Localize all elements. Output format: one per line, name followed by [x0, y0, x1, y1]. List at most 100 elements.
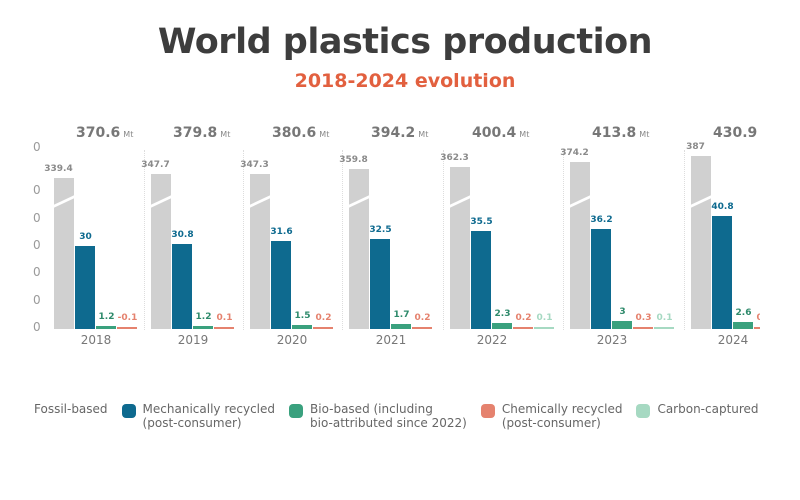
bar-bio-based	[492, 322, 512, 329]
bar-bio-based	[391, 324, 411, 329]
group-separator	[684, 150, 685, 330]
data-label: 339.4	[44, 164, 73, 174]
bar-bio-based	[193, 325, 213, 329]
legend-swatch	[289, 404, 303, 418]
legend-swatch	[636, 404, 651, 418]
total-label: 394.2 Mt	[371, 125, 429, 141]
data-label: 347.3	[240, 160, 269, 171]
bar-chemically	[313, 327, 333, 329]
x-tick-label: 2018	[80, 333, 112, 347]
data-label: 0.2	[515, 313, 532, 323]
data-label: 374.2	[560, 147, 589, 158]
data-label: -0.1	[117, 313, 138, 323]
data-label: 387	[686, 142, 705, 153]
bar-mechanically	[370, 238, 390, 329]
data-label: 1.7	[393, 310, 410, 321]
x-tick-label: 2020	[276, 333, 308, 347]
data-label: 30	[79, 231, 92, 242]
group-separator	[243, 150, 244, 330]
x-tick-label: 2019	[177, 333, 209, 347]
legend-label: Carbon-captured	[657, 402, 759, 416]
total-label: 379.8 Mt	[173, 125, 231, 141]
total-label: 370.6 Mt	[76, 125, 134, 141]
legend-item: Bio-based (including bio-attributed sinc…	[289, 402, 467, 430]
chart-subtitle: 2018-2024 evolution	[294, 70, 516, 92]
group-separator	[342, 150, 343, 330]
data-label: 0.1	[656, 313, 673, 323]
bar-chemically	[412, 327, 432, 329]
legend-label: Fossil-based	[34, 402, 108, 416]
data-label: 0.2	[414, 313, 431, 323]
legend-item: Chemically recycled (post-consumer)	[480, 402, 623, 430]
data-label: 2.6	[735, 307, 752, 318]
bar-fossil-based	[151, 174, 171, 329]
bar-chemically	[513, 327, 533, 329]
bar-mechanically	[172, 243, 192, 329]
legend-swatch	[121, 404, 136, 418]
bar-chemically	[214, 327, 234, 329]
data-label: 1.2	[98, 311, 115, 322]
bar-bio-based	[733, 321, 753, 329]
x-tick-label: 2024	[717, 333, 749, 347]
bar-carbon-captured	[534, 327, 554, 329]
bar-mechanically	[471, 230, 491, 329]
data-label: 0.1	[216, 313, 233, 323]
legend-item: Carbon-captured	[636, 402, 759, 430]
total-label: 380.6 Mt	[272, 125, 330, 141]
total-label: 400.4 Mt	[472, 125, 530, 141]
bar-mechanically	[271, 241, 291, 329]
total-label: 413.8 Mt	[592, 125, 650, 141]
data-label: 2.3	[494, 308, 511, 319]
bar-mechanically	[591, 228, 611, 329]
y-tick-label: 0	[33, 265, 41, 279]
y-tick-label: 0	[33, 320, 41, 334]
bar-chemically	[117, 327, 137, 329]
data-label: 1.2	[195, 311, 212, 322]
data-label: 0.3	[756, 313, 760, 323]
data-label: 0.1	[536, 313, 553, 323]
bar-mechanically	[712, 215, 732, 329]
bar-fossil-based	[570, 161, 590, 329]
bar-bio-based	[292, 324, 312, 329]
bar-carbon-captured	[654, 327, 674, 329]
bar-fossil-based	[349, 168, 369, 329]
bar-chemically	[754, 327, 760, 329]
data-label: 31.6	[270, 227, 293, 238]
group-separator	[443, 150, 444, 330]
legend-item: Mechanically recycled (post-consumer)	[121, 402, 275, 430]
bar-mechanically	[75, 245, 95, 329]
group-separator	[563, 150, 564, 330]
chart-title: World plastics production	[157, 22, 653, 62]
total-label: 430.9Mt	[713, 125, 758, 141]
x-tick-label: 2021	[375, 333, 407, 347]
legend-swatch	[480, 404, 495, 418]
data-label: 40.8	[711, 201, 734, 212]
data-label: 347.7	[141, 160, 170, 171]
data-label: 359.8	[339, 154, 368, 165]
bar-chemically	[633, 327, 653, 329]
y-tick-label: 0	[33, 140, 41, 154]
bar-bio-based	[96, 325, 116, 329]
data-label: 0.3	[635, 313, 652, 323]
x-tick-label: 2022	[476, 333, 508, 347]
bar-fossil-based	[450, 167, 470, 329]
data-label: 0.2	[315, 313, 332, 323]
bar-fossil-based	[54, 178, 74, 329]
bar-fossil-based	[691, 156, 711, 329]
data-label: 36.2	[590, 214, 613, 225]
x-tick-label: 2023	[596, 333, 628, 347]
plot-area: 0 0 0 0 0 0 0 370.6 Mt 339.4 30 1.2 -0.1 2018 379.8 Mt 3…	[33, 125, 760, 347]
legend-label: Bio-based (including bio-attributed sinc…	[310, 402, 467, 430]
data-label: 30.8	[171, 229, 194, 240]
data-label: 32.5	[369, 224, 392, 235]
y-tick-label: 0	[33, 183, 41, 197]
data-label: 3	[619, 306, 626, 317]
y-tick-label: 0	[33, 293, 41, 307]
y-tick-label: 0	[33, 238, 41, 252]
bar-fossil-based	[250, 174, 270, 329]
data-label: 1.5	[294, 310, 311, 321]
legend-label: Chemically recycled (post-consumer)	[501, 402, 623, 430]
bar-bio-based	[612, 320, 632, 329]
group-separator	[144, 150, 145, 330]
legend: Fossil-based Mechanically recycled (post-…	[34, 402, 760, 430]
